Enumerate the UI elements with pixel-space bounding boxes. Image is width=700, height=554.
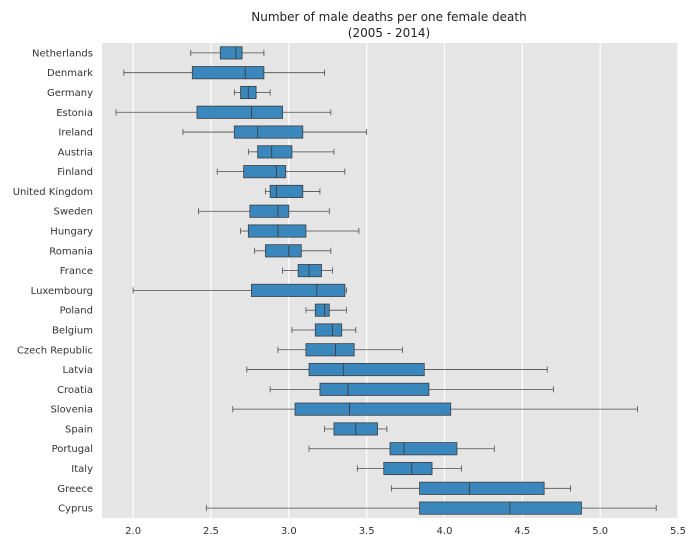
- y-tick-label: Italy: [71, 464, 93, 475]
- box-italy: [356, 461, 463, 476]
- box-iqr: [294, 402, 452, 416]
- y-tick-label: Portugal: [52, 444, 93, 455]
- box-portugal: [308, 442, 495, 456]
- box-iqr: [251, 283, 346, 297]
- box-france: [282, 264, 333, 278]
- y-tick-label: France: [60, 266, 93, 277]
- box-iqr: [247, 224, 307, 238]
- box-romania: [254, 244, 332, 258]
- box-iqr: [257, 145, 293, 159]
- x-tick-label: 4.0: [437, 526, 453, 537]
- box-united-kingdom: [265, 184, 321, 198]
- box-iqr: [191, 66, 265, 80]
- box-iqr: [389, 442, 458, 456]
- y-tick-label: United Kingdom: [13, 187, 93, 198]
- box-iqr: [243, 165, 287, 179]
- y-tick-label: Belgium: [52, 325, 93, 336]
- chart-title: Number of male deaths per one female dea…: [251, 10, 526, 24]
- box-czech-republic: [277, 343, 403, 357]
- box-spain: [324, 422, 388, 436]
- y-tick-label: Luxembourg: [31, 286, 93, 297]
- box-finland: [216, 165, 346, 179]
- x-tick-labels: 2.0 2.5 3.0 3.5 4.0 4.5 5.0 5.5: [125, 526, 686, 537]
- box-denmark: [123, 66, 326, 80]
- box-cyprus: [205, 501, 657, 515]
- x-tick-label: 3.0: [281, 526, 297, 537]
- box-iqr: [297, 264, 322, 278]
- box-germany: [233, 85, 271, 100]
- y-tick-label: Sweden: [53, 207, 93, 218]
- y-tick-label: Denmark: [47, 68, 93, 79]
- y-tick-labels: Netherlands Denmark Germany Estonia Ireland A…: [13, 48, 93, 514]
- x-tick-label: 3.5: [359, 526, 375, 537]
- y-tick-label: Ireland: [58, 128, 93, 139]
- box-estonia: [115, 105, 332, 119]
- box-slovenia: [232, 402, 638, 416]
- box-croatia: [269, 382, 554, 396]
- y-tick-label: Slovenia: [50, 405, 93, 416]
- box-iqr: [308, 363, 425, 377]
- y-tick-label: Estonia: [56, 108, 93, 119]
- box-iqr: [314, 303, 330, 317]
- box-iqr: [319, 382, 430, 396]
- box-iqr: [269, 184, 304, 198]
- box-netherlands: [190, 46, 265, 60]
- box-iqr: [249, 204, 290, 218]
- y-tick-label: Romania: [49, 246, 93, 257]
- box-greece: [391, 481, 571, 495]
- box-iqr: [265, 244, 302, 258]
- box-iqr: [419, 481, 545, 495]
- box-belgium: [291, 323, 357, 337]
- y-tick-label: Finland: [57, 167, 93, 178]
- x-tick-label: 2.0: [125, 526, 141, 537]
- box-iqr: [305, 343, 355, 357]
- box-hungary: [240, 224, 360, 238]
- box-sweden: [198, 204, 330, 218]
- box-latvia: [246, 363, 548, 377]
- y-tick-label: Hungary: [50, 227, 93, 238]
- y-tick-label: Latvia: [63, 365, 93, 376]
- box-iqr: [314, 323, 343, 337]
- y-tick-label: Austria: [58, 147, 93, 158]
- x-tick-label: 5.0: [592, 526, 608, 537]
- y-tick-label: Cyprus: [58, 504, 93, 515]
- y-tick-label: Croatia: [57, 385, 93, 396]
- y-tick-label: Czech Republic: [17, 345, 93, 356]
- box-iqr: [383, 461, 433, 476]
- boxes: [115, 46, 657, 515]
- box-poland: [305, 303, 347, 317]
- box-iqr: [219, 46, 243, 60]
- box-iqr: [419, 501, 582, 515]
- box-iqr: [196, 105, 283, 119]
- x-tick-label: 2.5: [203, 526, 219, 537]
- chart-subtitle: (2005 - 2014): [348, 26, 430, 40]
- box-austria: [247, 145, 335, 159]
- y-tick-label: Netherlands: [32, 48, 93, 59]
- plot-area: [102, 43, 678, 518]
- y-tick-label: Germany: [47, 88, 93, 99]
- x-tick-label: 5.5: [670, 526, 686, 537]
- y-tick-label: Poland: [60, 306, 93, 317]
- y-tick-label: Greece: [57, 484, 93, 495]
- gridlines: [132, 43, 679, 518]
- box-luxembourg: [132, 283, 347, 297]
- y-tick-label: Spain: [65, 424, 93, 435]
- box-ireland: [182, 125, 368, 139]
- box-iqr: [233, 125, 304, 139]
- x-tick-label: 4.5: [514, 526, 530, 537]
